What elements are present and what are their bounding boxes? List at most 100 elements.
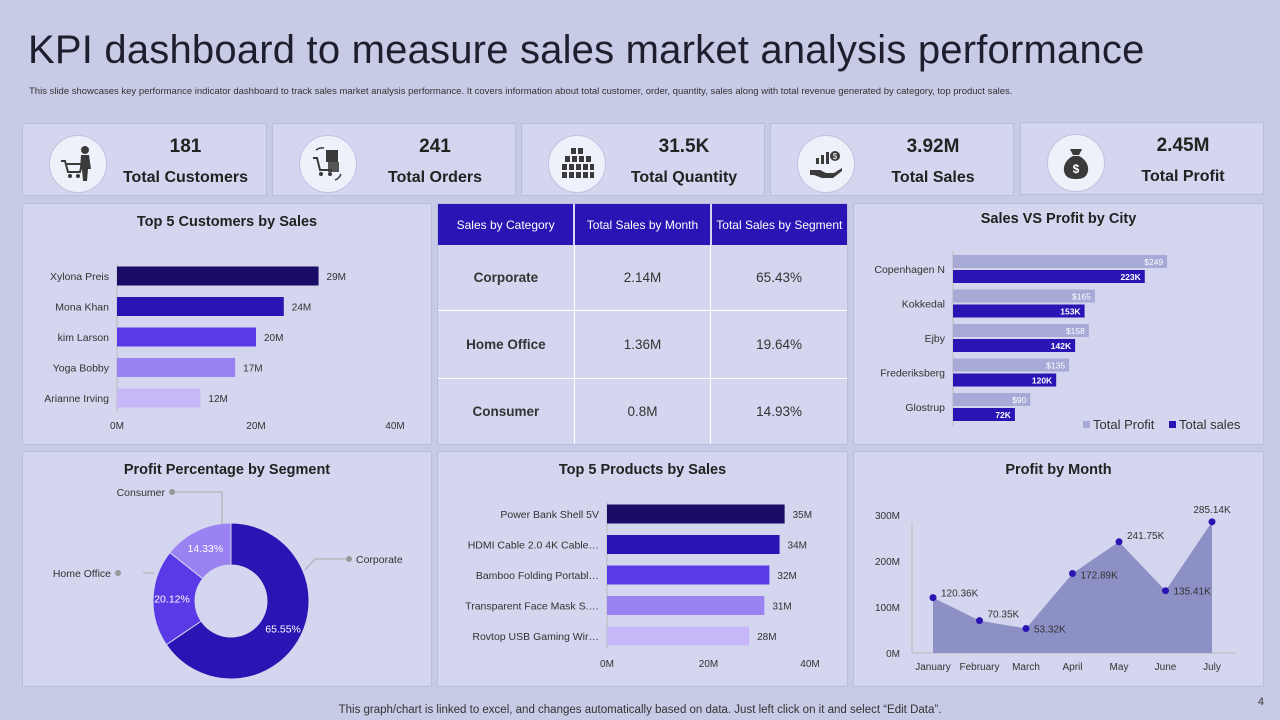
profit-month-panel: Profit by Month 0M 100M 200M 300M 120.36K Jan… — [853, 451, 1264, 687]
data-label: 28M — [757, 632, 776, 643]
leader-line — [304, 558, 347, 571]
legend-swatch-sales — [1169, 421, 1176, 428]
data-label: 35M — [793, 510, 812, 521]
tick-label: February — [959, 662, 999, 673]
category-label: Mona Khan — [55, 302, 109, 314]
leader-dot — [169, 489, 175, 495]
kpi-label: Total Customers — [122, 169, 249, 186]
sales-data-label: 223K — [1120, 272, 1141, 282]
top-customers-chart: Xylona Preis 29M Mona Khan 24M kim Larson 20M… — [44, 264, 405, 432]
slice-label: 65.55% — [265, 624, 301, 636]
table-cell: 65.43% — [710, 245, 847, 312]
chart-title: Top 5 Products by Sales — [558, 462, 727, 478]
sales-bar — [953, 270, 1145, 283]
category-label: HDMI Cable 2.0 4K Cable… — [468, 540, 599, 552]
tick-label: 300M — [875, 511, 900, 522]
tick-label: 0M — [110, 421, 124, 432]
stacked-boxes-icon — [548, 135, 606, 193]
slice-label: 20.12% — [154, 594, 190, 606]
profit-bar — [953, 393, 1031, 406]
tick-label: April — [1062, 662, 1082, 673]
leader-dot — [346, 556, 352, 562]
tick-label: March — [1012, 662, 1040, 673]
chart-title: Profit by Month — [1005, 462, 1112, 478]
table-cell: 0.8M — [574, 378, 712, 444]
table-row: Consumer 0.8M 14.93% — [438, 378, 847, 444]
profit-data-label: $90 — [1012, 395, 1026, 405]
bar — [117, 297, 284, 316]
orders-boxes-icon — [299, 135, 357, 193]
kpi-label: Total Orders — [388, 169, 482, 186]
tick-label: January — [915, 662, 951, 673]
page-subtitle: This slide showcases key performance ind… — [29, 86, 1013, 97]
data-point — [929, 594, 937, 602]
tick-label: 40M — [800, 659, 819, 670]
bar — [607, 535, 780, 554]
donut-slice — [165, 522, 310, 680]
top-products-panel: Top 5 Products by Sales Power Bank Shell… — [437, 451, 848, 687]
category-label: Transparent Face Mask S.… — [465, 601, 599, 613]
page-number: 4 — [1257, 696, 1264, 708]
money-bag-icon: $ — [1047, 134, 1105, 192]
bar — [117, 388, 201, 408]
data-label: 53.32K — [1034, 624, 1066, 635]
table-cell: 1.36M — [574, 310, 712, 379]
profit-data-label: $135 — [1046, 361, 1065, 371]
data-point — [1115, 538, 1123, 546]
data-label: 24M — [292, 303, 311, 314]
category-label: Arianne Irving — [44, 393, 109, 405]
profit-segment-chart: 65.55% 20.12% 14.33% Corporate Home Office Co… — [53, 487, 403, 680]
kpi-value: 181 — [169, 136, 202, 157]
category-label: Power Bank Shell 5V — [500, 509, 599, 521]
top-customers-panel: Top 5 Customers by Sales Xylona Preis 29M… — [22, 203, 432, 445]
segment-table: Sales by Category Total Sales by Month T… — [438, 204, 847, 444]
category-label: Bamboo Folding Portabl… — [476, 570, 599, 582]
data-label: 172.89K — [1081, 570, 1119, 581]
data-point — [1069, 569, 1076, 577]
legend-label-profit: Total Profit — [1093, 417, 1155, 432]
chart-title: Sales VS Profit by City — [980, 211, 1137, 227]
leader-dot — [115, 570, 121, 576]
table-cell: 14.93% — [756, 403, 802, 419]
sales-vs-profit-panel: Sales VS Profit by City Copenhagen N $249… — [853, 203, 1264, 445]
kpi-value: 2.45M — [1156, 135, 1210, 156]
table-header[interactable]: Sales by Category — [438, 204, 576, 245]
callout-label: Consumer — [117, 487, 166, 499]
footer-note: This graph/chart is linked to excel, and… — [338, 704, 942, 716]
kpi-card-sales: $ 3.92M Total Sales — [770, 123, 1014, 196]
sales-data-label: 142K — [1051, 341, 1072, 351]
table-header[interactable]: Total Sales by Month — [574, 204, 712, 245]
data-label: 120.36K — [941, 589, 979, 600]
table-header[interactable]: Total Sales by Segment — [710, 204, 847, 245]
data-point — [1162, 587, 1169, 595]
svg-text:$: $ — [1073, 162, 1080, 176]
profit-data-label: $165 — [1072, 292, 1091, 302]
tick-label: June — [1155, 662, 1177, 673]
sales-bar — [953, 408, 1015, 421]
category-label: Ejby — [925, 333, 946, 345]
data-label: 12M — [208, 394, 227, 405]
kpi-value: 3.92M — [906, 136, 960, 157]
tick-label: 200M — [875, 557, 900, 568]
category-label: Kokkedal — [902, 299, 945, 311]
chart-title: Top 5 Customers by Sales — [136, 214, 318, 230]
table-cell: 2.14M — [574, 245, 712, 312]
tick-label: 20M — [246, 421, 265, 432]
kpi-value: 31.5K — [658, 136, 710, 157]
bar — [607, 504, 785, 524]
page-title: KPI dashboard to measure sales market an… — [28, 28, 1145, 72]
category-label: kim Larson — [58, 332, 110, 344]
data-point — [976, 617, 983, 625]
bar — [607, 596, 765, 615]
sales-bar — [953, 339, 1076, 352]
data-label: 34M — [788, 541, 807, 552]
svg-text:$: $ — [833, 152, 838, 161]
table-cell: 19.64% — [710, 310, 847, 379]
tick-label: 0M — [600, 659, 614, 670]
kpi-label: Total Sales — [891, 169, 975, 186]
category-label: Frederiksberg — [880, 368, 945, 380]
customer-cart-icon — [49, 135, 107, 193]
data-label: 31M — [772, 602, 791, 613]
callout-label: Home Office — [53, 568, 111, 580]
